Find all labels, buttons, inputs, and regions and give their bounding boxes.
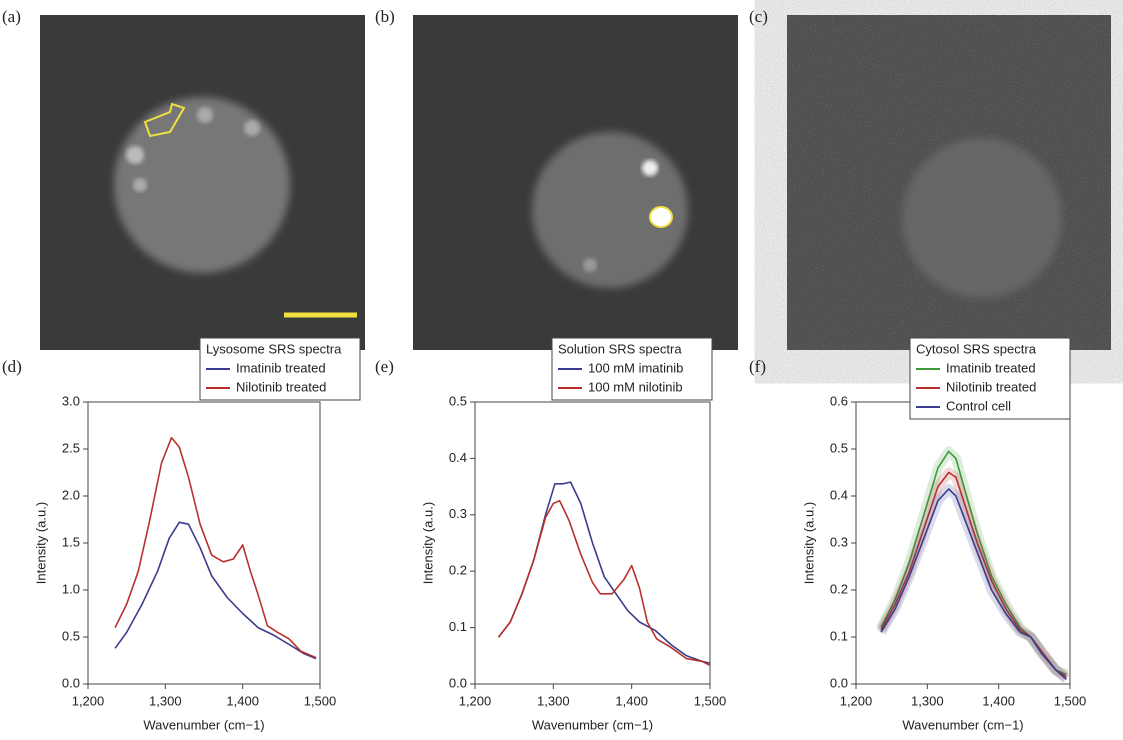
panel-label: (f) <box>749 357 766 376</box>
y-tick-label: 0.0 <box>449 675 467 690</box>
y-tick-label: 0.0 <box>830 675 848 690</box>
legend-label: 100 mM nilotinib <box>588 379 683 394</box>
image-c <box>787 15 1111 350</box>
series-line <box>114 436 317 659</box>
y-tick-label: 0.5 <box>449 393 467 408</box>
y-tick-label: 3.0 <box>62 393 80 408</box>
y-tick-label: 0.4 <box>449 450 467 465</box>
image-b <box>413 15 738 350</box>
legend-label: 100 mM imatinib <box>588 360 683 375</box>
x-axis-label: Wavenumber (cm−1) <box>532 717 653 732</box>
x-tick-label: 1,500 <box>304 693 337 708</box>
y-tick-label: 0.3 <box>449 506 467 521</box>
y-tick-label: 0.3 <box>830 534 848 549</box>
image-a <box>40 15 365 350</box>
plot-frame <box>474 401 711 685</box>
panel-label: (c) <box>749 7 768 26</box>
y-axis-label: Intensity (a.u.) <box>801 502 816 584</box>
legend-title: Lysosome SRS spectra <box>206 341 342 356</box>
x-tick-label: 1,200 <box>840 693 873 708</box>
y-tick-label: 0.5 <box>830 440 848 455</box>
y-tick-label: 0.0 <box>62 675 80 690</box>
y-tick-label: 1.0 <box>62 581 80 596</box>
y-tick-label: 0.5 <box>62 628 80 643</box>
y-tick-label: 2.0 <box>62 487 80 502</box>
panel-label: (b) <box>375 7 395 26</box>
x-axis-label: Wavenumber (cm−1) <box>902 717 1023 732</box>
x-tick-label: 1,200 <box>72 693 105 708</box>
legend-label: Nilotinib treated <box>236 379 326 394</box>
x-tick-label: 1,300 <box>911 693 944 708</box>
panel-label: (a) <box>2 7 21 26</box>
legend-label: Control cell <box>946 398 1011 413</box>
y-axis-label: Intensity (a.u.) <box>420 502 435 584</box>
y-tick-label: 0.4 <box>830 487 848 502</box>
legend-label: Nilotinib treated <box>946 379 1036 394</box>
panel-label: (e) <box>375 357 394 376</box>
x-tick-label: 1,400 <box>615 693 648 708</box>
y-tick-label: 0.2 <box>449 563 467 578</box>
x-tick-label: 1,300 <box>537 693 570 708</box>
x-tick-label: 1,500 <box>1054 693 1087 708</box>
y-tick-label: 0.6 <box>830 393 848 408</box>
panel-label: (d) <box>2 357 22 376</box>
y-tick-label: 0.2 <box>830 581 848 596</box>
y-axis-label: Intensity (a.u.) <box>33 502 48 584</box>
legend-title: Cytosol SRS spectra <box>916 341 1037 356</box>
series-line <box>114 521 317 660</box>
legend-label: Imatinib treated <box>236 360 326 375</box>
legend-label: Imatinib treated <box>946 360 1036 375</box>
y-tick-label: 0.1 <box>449 619 467 634</box>
series-line <box>880 488 1067 680</box>
legend-box <box>909 337 1071 420</box>
y-tick-label: 0.1 <box>830 628 848 643</box>
x-axis-label: Wavenumber (cm−1) <box>143 717 264 732</box>
x-tick-label: 1,300 <box>149 693 182 708</box>
series-line <box>497 499 711 667</box>
x-tick-label: 1,400 <box>982 693 1015 708</box>
x-tick-label: 1,200 <box>459 693 492 708</box>
x-tick-label: 1,500 <box>694 693 727 708</box>
x-tick-label: 1,400 <box>226 693 259 708</box>
y-tick-label: 1.5 <box>62 534 80 549</box>
legend-title: Solution SRS spectra <box>558 341 682 356</box>
y-tick-label: 2.5 <box>62 440 80 455</box>
